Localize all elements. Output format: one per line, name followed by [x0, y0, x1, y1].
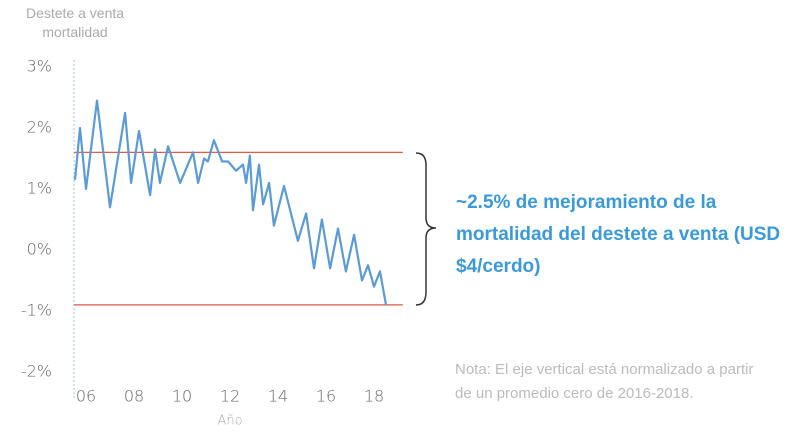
x-tick-label: 18 — [364, 387, 384, 406]
x-tick-label: 14 — [268, 387, 288, 406]
y-tick-label: 0% — [27, 240, 52, 259]
y-tick-label: -1% — [21, 301, 52, 320]
x-tick-label: 10 — [172, 387, 192, 406]
x-axis-title: Año — [217, 414, 242, 429]
data-line — [73, 99, 388, 306]
y-tick-label: 3% — [27, 57, 52, 76]
bracket — [415, 152, 437, 306]
note: Nota: El eje vertical está normalizado a… — [455, 361, 754, 402]
x-tick-label: 06 — [76, 387, 96, 406]
y-tick-label: -2% — [21, 362, 52, 381]
y-tick-label: 2% — [27, 118, 52, 137]
x-tick-label: 16 — [316, 387, 336, 406]
x-tick-label: 12 — [220, 387, 240, 406]
annotation: ~2.5% de mejoramiento de la mortalidad d… — [456, 192, 781, 277]
x-tick-label: 08 — [124, 387, 144, 406]
y-tick-label: 1% — [27, 179, 52, 198]
y-axis-title: Destete a venta mortalidad — [25, 5, 125, 40]
